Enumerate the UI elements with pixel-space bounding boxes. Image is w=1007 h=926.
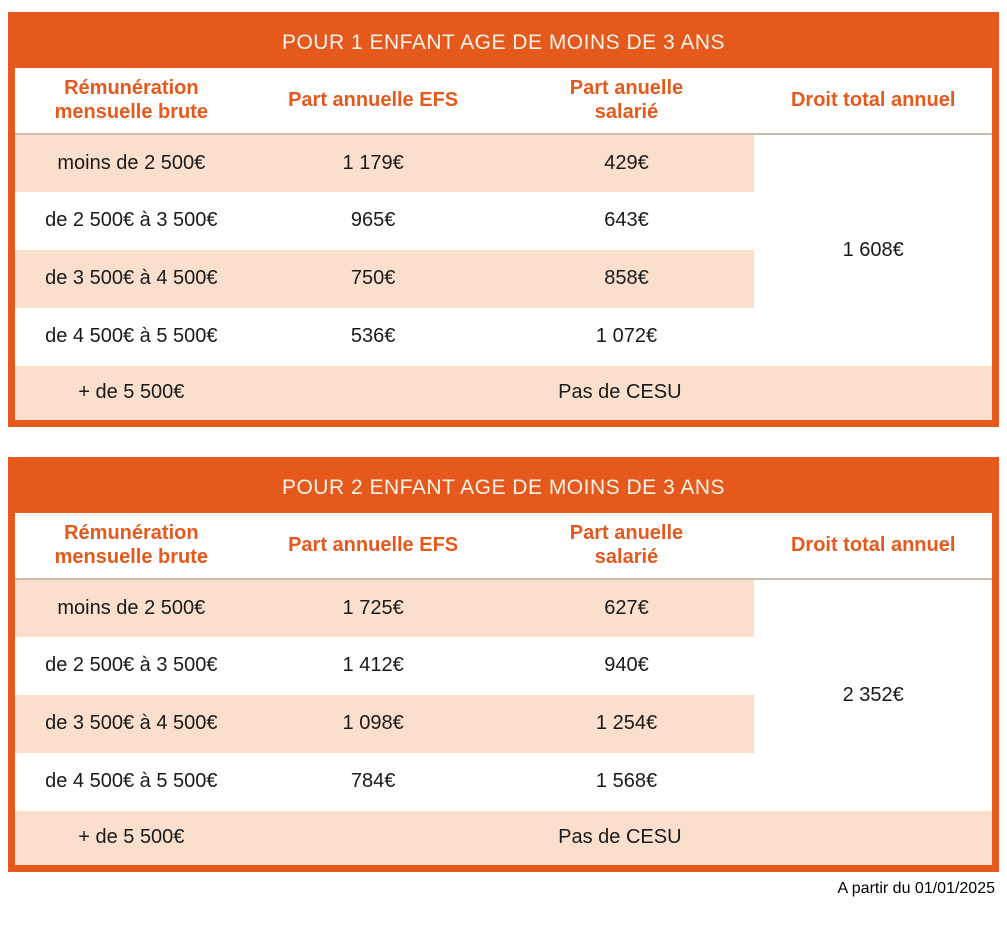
- column-header-label: Part anuelle salarié: [569, 522, 684, 568]
- efs-cell: 536€: [247, 307, 499, 366]
- salarie-cell: 1 072€: [498, 307, 755, 366]
- table-title: POUR 2 ENFANT AGE DE MOINS DE 3 ANS: [11, 460, 996, 513]
- table-row: de 3 500€ à 4 500€ 750€ 858€: [11, 249, 996, 308]
- table-row: de 2 500€ à 3 500€ 965€ 643€: [11, 191, 996, 250]
- total-cell: 2 352€: [754, 578, 996, 811]
- column-header-part-salarie: Part anuelle salarié: [498, 67, 755, 135]
- no-cesu-cell: Pas de CESU: [247, 365, 996, 424]
- column-header-part-efs: Part annuelle EFS: [247, 67, 499, 135]
- salarie-cell: 1 254€: [498, 694, 755, 753]
- salarie-cell: 940€: [498, 636, 755, 695]
- salarie-cell: 858€: [498, 249, 755, 308]
- column-header-label: Droit total annuel: [790, 534, 956, 556]
- efs-cell: 965€: [247, 191, 499, 250]
- table-row: moins de 2 500€ 1 179€ 429€ 1 608€: [11, 133, 996, 366]
- efs-cell: 1 098€: [247, 694, 499, 753]
- bracket-cell: de 4 500€ à 5 500€: [11, 752, 248, 811]
- column-header-label: Part annuelle EFS: [288, 89, 459, 111]
- efs-cell: 1 179€: [247, 133, 499, 192]
- effective-date-note: A partir du 01/01/2025: [837, 880, 995, 897]
- table-title: POUR 1 ENFANT AGE DE MOINS DE 3 ANS: [11, 15, 996, 68]
- table-2-enfants: POUR 2 ENFANT AGE DE MOINS DE 3 ANS Rému…: [8, 457, 999, 872]
- efs-cell: 1 725€: [247, 578, 499, 637]
- column-header-label: Part anuelle salarié: [569, 77, 684, 123]
- column-header-label: Rémunération mensuelle brute: [54, 77, 209, 123]
- column-header-remuneration: Rémunération mensuelle brute: [11, 512, 248, 580]
- column-header-part-salarie: Part anuelle salarié: [498, 512, 755, 580]
- table-row: de 3 500€ à 4 500€ 1 098€ 1 254€: [11, 694, 996, 753]
- bracket-cell: de 2 500€ à 3 500€: [11, 636, 248, 695]
- column-header-droit-total: Droit total annuel: [754, 512, 996, 580]
- bracket-cell: moins de 2 500€: [11, 133, 248, 192]
- salarie-cell: 627€: [498, 578, 755, 637]
- salarie-cell: 429€: [498, 133, 755, 192]
- salarie-cell: 1 568€: [498, 752, 755, 811]
- bracket-cell: de 4 500€ à 5 500€: [11, 307, 248, 366]
- bracket-cell: + de 5 500€: [11, 810, 248, 869]
- table-row: de 4 500€ à 5 500€ 536€ 1 072€: [11, 307, 996, 366]
- table-row-no-cesu: + de 5 500€ Pas de CESU: [11, 365, 996, 424]
- bracket-cell: de 2 500€ à 3 500€: [11, 191, 248, 250]
- salarie-cell: 643€: [498, 191, 755, 250]
- table-row-no-cesu: + de 5 500€ Pas de CESU: [11, 810, 996, 869]
- column-header-label: Part annuelle EFS: [288, 534, 459, 556]
- bracket-cell: + de 5 500€: [11, 365, 248, 424]
- table-row: moins de 2 500€ 1 725€ 627€ 2 352€: [11, 578, 996, 811]
- no-cesu-cell: Pas de CESU: [247, 810, 996, 869]
- table-row: de 2 500€ à 3 500€ 1 412€ 940€: [11, 636, 996, 695]
- column-header-droit-total: Droit total annuel: [754, 67, 996, 135]
- table-1-enfant: POUR 1 ENFANT AGE DE MOINS DE 3 ANS Rému…: [8, 12, 999, 427]
- bracket-cell: de 3 500€ à 4 500€: [11, 694, 248, 753]
- bracket-cell: de 3 500€ à 4 500€: [11, 249, 248, 308]
- column-header-label: Rémunération mensuelle brute: [54, 522, 209, 568]
- bracket-cell: moins de 2 500€: [11, 578, 248, 637]
- efs-cell: 784€: [247, 752, 499, 811]
- efs-cell: 750€: [247, 249, 499, 308]
- total-cell: 1 608€: [754, 133, 996, 366]
- column-header-label: Droit total annuel: [790, 89, 956, 111]
- column-header-part-efs: Part annuelle EFS: [247, 512, 499, 580]
- column-header-remuneration: Rémunération mensuelle brute: [11, 67, 248, 135]
- efs-cell: 1 412€: [247, 636, 499, 695]
- table-row: de 4 500€ à 5 500€ 784€ 1 568€: [11, 752, 996, 811]
